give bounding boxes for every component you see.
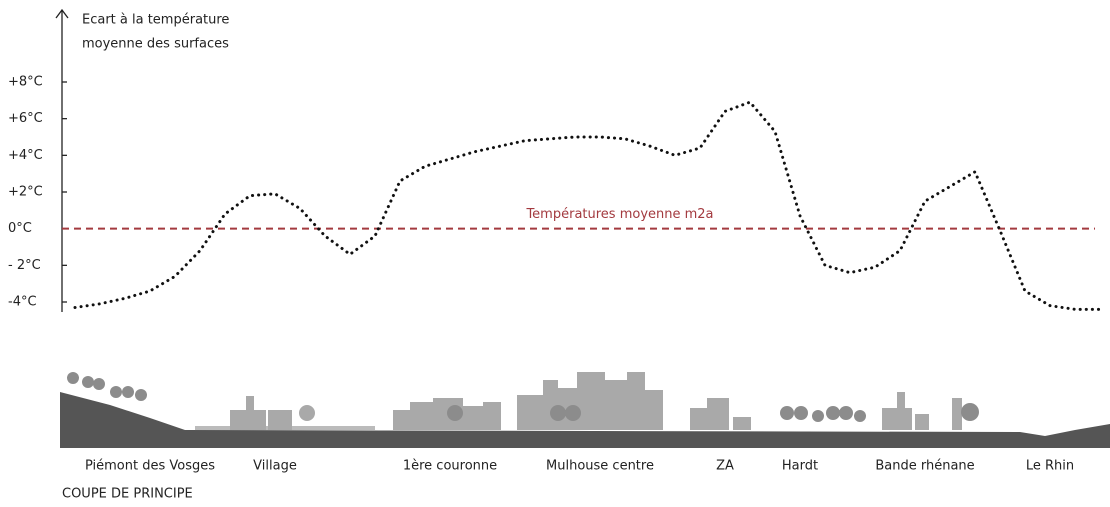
x-tick-label: Mulhouse centre (546, 459, 654, 474)
y-tick-label: - 2°C (8, 258, 41, 273)
temperature-curve (73, 100, 1102, 311)
y-tick-label: +4°C (8, 148, 43, 163)
y-axis-title: moyenne des surfaces (82, 37, 229, 52)
landscape (60, 372, 1110, 448)
x-tick-label: Piémont des Vosges (85, 459, 215, 474)
y-tick-label: +2°C (8, 185, 43, 200)
x-tick-label: 1ère couronne (403, 459, 497, 474)
x-tick-label: Le Rhin (1026, 459, 1074, 474)
y-tick-label: +6°C (8, 111, 43, 126)
y-tick-label: 0°C (8, 221, 32, 236)
y-tick-label: -4°C (8, 295, 37, 310)
y-tick-label: +8°C (8, 75, 43, 90)
y-axis-title: Ecart à la température (82, 13, 229, 28)
reference-label: Températures moyenne m2a (525, 207, 713, 222)
x-tick-label: ZA (716, 459, 734, 474)
x-tick-label: Village (253, 459, 297, 474)
x-tick-label: Bande rhénane (875, 459, 974, 474)
trees (67, 372, 147, 401)
x-tick-label: Hardt (782, 459, 818, 474)
y-axis-arrow (55, 8, 69, 19)
caption: COUPE DE PRINCIPE (62, 487, 193, 502)
